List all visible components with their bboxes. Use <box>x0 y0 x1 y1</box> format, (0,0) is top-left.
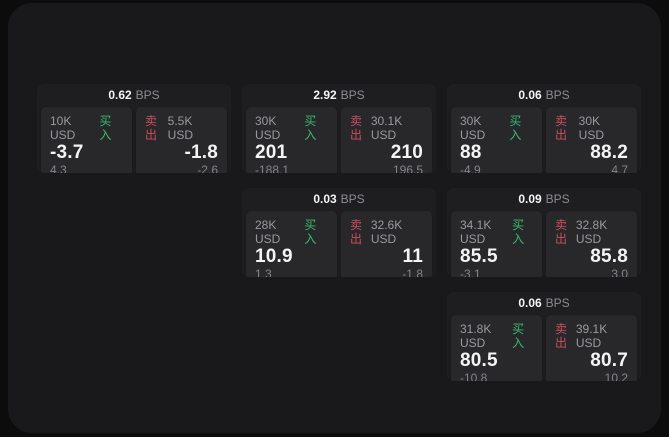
bps-spread-value: 0.03 <box>313 192 337 206</box>
sell-quote-panel[interactable]: 卖出 5.5K USD -1.8 -2.6 <box>136 107 227 173</box>
bps-spread-value: 0.06 <box>518 296 542 310</box>
buy-amount-label: 34.1K USD <box>460 218 492 246</box>
sell-price-value: -1.8 <box>184 142 218 163</box>
quote-panels: 30K USD 买入 201 -188.1 卖出 30.1K USD 210 1… <box>242 107 436 173</box>
sell-side-label: 卖出 <box>350 114 363 142</box>
bps-unit-label: BPS <box>545 192 570 206</box>
sell-amount-label: 30.1K USD <box>370 114 403 142</box>
card-header: 2.92 BPS <box>242 84 436 107</box>
bps-unit-label: BPS <box>545 296 570 310</box>
buy-delta-value: -3.1 <box>460 267 481 277</box>
sell-price-value: 210 <box>390 142 423 163</box>
buy-price-value: 80.5 <box>460 350 498 371</box>
buy-quote-panel[interactable]: 28K USD 买入 10.9 1.3 <box>246 211 337 277</box>
buy-amount-label: 30K USD <box>460 114 486 142</box>
quote-card: 0.06 BPS 31.8K USD 买入 80.5 -10.8 卖出 39.1… <box>447 292 641 381</box>
bps-spread-value: 0.62 <box>108 88 132 102</box>
sell-quote-panel[interactable]: 卖出 39.1K USD 80.7 10.2 <box>546 315 637 381</box>
sell-quote-panel[interactable]: 卖出 30K USD 88.2 4.7 <box>546 107 637 173</box>
sell-quote-panel[interactable]: 卖出 30.1K USD 210 196.5 <box>341 107 432 173</box>
quote-card: 0.09 BPS 34.1K USD 买入 85.5 -3.1 卖出 32.8K… <box>447 188 641 277</box>
card-header: 0.06 BPS <box>447 292 641 315</box>
quote-panels: 30K USD 买入 88 -4.9 卖出 30K USD 88.2 4.7 <box>447 107 641 173</box>
sell-delta-value: 196.5 <box>392 163 423 173</box>
sell-delta-value: 4.7 <box>611 163 628 173</box>
bps-unit-label: BPS <box>340 88 365 102</box>
sell-price-value: 88.2 <box>590 142 628 163</box>
cards-grid: 0.62 BPS 10K USD 买入 -3.7 4.3 卖出 5.5K USD… <box>37 84 641 381</box>
buy-price-value: 85.5 <box>460 246 498 267</box>
sell-side-label: 卖出 <box>145 114 158 142</box>
buy-side-label: 买入 <box>509 114 522 142</box>
sell-amount-label: 39.1K USD <box>575 322 608 350</box>
bps-spread-value: 0.06 <box>518 88 542 102</box>
sell-side-label: 卖出 <box>555 114 568 142</box>
app-background-panel: 0.62 BPS 10K USD 买入 -3.7 4.3 卖出 5.5K USD… <box>8 3 661 433</box>
buy-side-label: 买入 <box>512 322 525 350</box>
quote-panels: 28K USD 买入 10.9 1.3 卖出 32.6K USD 11 -1.8 <box>242 211 436 277</box>
buy-side-label: 买入 <box>304 114 317 142</box>
sell-amount-label: 32.8K USD <box>575 218 608 246</box>
card-header: 0.09 BPS <box>447 188 641 211</box>
bps-unit-label: BPS <box>135 88 160 102</box>
buy-side-label: 买入 <box>512 218 525 246</box>
buy-quote-panel[interactable]: 30K USD 买入 201 -188.1 <box>246 107 337 173</box>
sell-amount-label: 32.6K USD <box>370 218 403 246</box>
card-header: 0.06 BPS <box>447 84 641 107</box>
sell-quote-panel[interactable]: 卖出 32.8K USD 85.8 3.0 <box>546 211 637 277</box>
buy-quote-panel[interactable]: 34.1K USD 买入 85.5 -3.1 <box>451 211 542 277</box>
card-header: 0.03 BPS <box>242 188 436 211</box>
buy-delta-value: -10.8 <box>460 371 488 381</box>
quote-card: 2.92 BPS 30K USD 买入 201 -188.1 卖出 30.1K … <box>242 84 436 173</box>
sell-delta-value: 3.0 <box>611 267 628 277</box>
quote-panels: 34.1K USD 买入 85.5 -3.1 卖出 32.8K USD 85.8… <box>447 211 641 277</box>
bps-spread-value: 2.92 <box>313 88 337 102</box>
quote-card: 0.62 BPS 10K USD 买入 -3.7 4.3 卖出 5.5K USD… <box>37 84 231 173</box>
sell-quote-panel[interactable]: 卖出 32.6K USD 11 -1.8 <box>341 211 432 277</box>
bps-unit-label: BPS <box>545 88 570 102</box>
sell-price-value: 11 <box>402 246 423 267</box>
buy-amount-label: 28K USD <box>255 218 281 246</box>
quote-panels: 31.8K USD 买入 80.5 -10.8 卖出 39.1K USD 80.… <box>447 315 641 381</box>
sell-price-value: 80.7 <box>590 350 628 371</box>
sell-side-label: 卖出 <box>350 218 363 246</box>
card-header: 0.62 BPS <box>37 84 231 107</box>
sell-delta-value: -1.8 <box>402 267 423 277</box>
quote-card: 0.03 BPS 28K USD 买入 10.9 1.3 卖出 32.6K US… <box>242 188 436 277</box>
sell-delta-value: -2.6 <box>197 163 218 173</box>
quote-panels: 10K USD 买入 -3.7 4.3 卖出 5.5K USD -1.8 -2.… <box>37 107 231 173</box>
buy-price-value: 201 <box>255 142 288 163</box>
buy-side-label: 买入 <box>99 114 112 142</box>
sell-side-label: 卖出 <box>555 218 568 246</box>
buy-amount-label: 10K USD <box>50 114 76 142</box>
buy-delta-value: 1.3 <box>255 267 272 277</box>
buy-amount-label: 30K USD <box>255 114 281 142</box>
buy-price-value: -3.7 <box>50 142 84 163</box>
buy-quote-panel[interactable]: 10K USD 买入 -3.7 4.3 <box>41 107 132 173</box>
buy-delta-value: -188.1 <box>255 163 290 173</box>
buy-price-value: 88 <box>460 142 482 163</box>
buy-quote-panel[interactable]: 30K USD 买入 88 -4.9 <box>451 107 542 173</box>
buy-price-value: 10.9 <box>255 246 293 267</box>
sell-amount-label: 5.5K USD <box>167 114 193 142</box>
bps-unit-label: BPS <box>340 192 365 206</box>
sell-delta-value: 10.2 <box>604 371 628 381</box>
buy-amount-label: 31.8K USD <box>460 322 492 350</box>
sell-side-label: 卖出 <box>555 322 568 350</box>
sell-price-value: 85.8 <box>590 246 628 267</box>
buy-delta-value: 4.3 <box>50 163 67 173</box>
buy-delta-value: -4.9 <box>460 163 481 173</box>
buy-quote-panel[interactable]: 31.8K USD 买入 80.5 -10.8 <box>451 315 542 381</box>
buy-side-label: 买入 <box>304 218 317 246</box>
quote-card: 0.06 BPS 30K USD 买入 88 -4.9 卖出 30K USD 8… <box>447 84 641 173</box>
sell-amount-label: 30K USD <box>578 114 605 142</box>
bps-spread-value: 0.09 <box>518 192 542 206</box>
